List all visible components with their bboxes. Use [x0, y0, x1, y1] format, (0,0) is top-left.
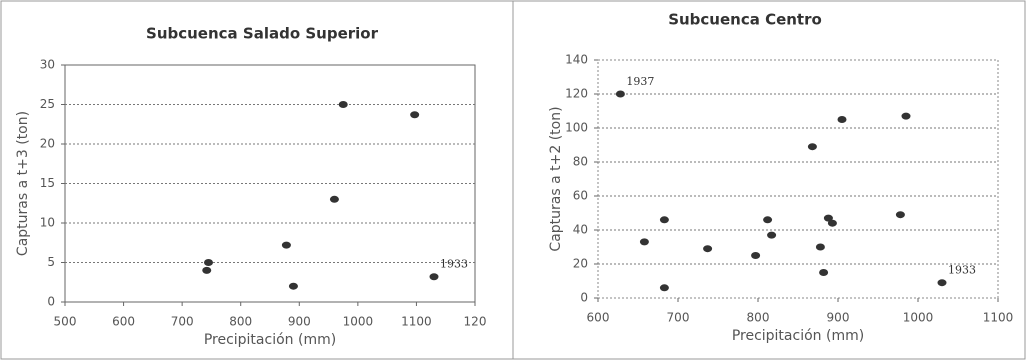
y-axis-label: Capturas a t+2 (ton)	[548, 106, 564, 251]
x-tick-label: 600	[112, 315, 135, 329]
point	[937, 279, 947, 287]
x-tick-label: 1100	[401, 315, 432, 329]
y-tick-label: 20	[573, 257, 588, 271]
point	[659, 216, 669, 224]
point	[329, 195, 339, 203]
chart-title: Subcuenca Centro	[668, 11, 822, 29]
point	[763, 216, 773, 224]
x-tick-label: 900	[827, 311, 850, 325]
y-tick-label: 60	[573, 189, 588, 203]
point	[281, 241, 291, 249]
x-tick-label: 800	[229, 315, 252, 329]
x-tick-label: 600	[587, 311, 610, 325]
point	[639, 238, 649, 246]
x-tick-label: 120	[464, 315, 487, 329]
chart-title: Subcuenca Salado Superior	[146, 25, 379, 43]
point	[410, 111, 420, 119]
point	[767, 231, 777, 239]
point	[659, 284, 669, 292]
point	[288, 282, 298, 290]
point	[895, 211, 905, 219]
point	[807, 143, 817, 151]
x-tick-label: 800	[747, 311, 770, 325]
point	[815, 243, 825, 251]
annotation: 1933	[440, 258, 468, 271]
point	[901, 112, 911, 120]
point	[837, 116, 847, 123]
x-tick-label: 1100	[983, 311, 1014, 325]
point	[827, 219, 837, 227]
point	[204, 259, 213, 266]
y-tick-label: 100	[565, 121, 588, 135]
y-tick-label: 30	[40, 58, 55, 72]
x-tick-label: 1000	[903, 311, 934, 325]
point	[823, 214, 833, 222]
x-tick-label: 900	[288, 315, 311, 329]
x-tick-label: 700	[667, 311, 690, 325]
point	[751, 252, 761, 259]
y-tick-label: 140	[565, 53, 588, 67]
point	[703, 245, 713, 253]
y-tick-label: 40	[573, 223, 588, 237]
y-tick-label: 10	[40, 216, 55, 230]
point	[615, 90, 625, 98]
y-tick-label: 0	[580, 291, 588, 305]
x-tick-label: 500	[54, 315, 77, 329]
y-tick-label: 0	[47, 295, 55, 309]
plot-area	[597, 59, 999, 299]
y-tick-label: 5	[47, 255, 55, 269]
y-tick-label: 20	[40, 137, 55, 151]
point	[338, 101, 348, 108]
y-tick-label: 120	[565, 87, 588, 101]
annotation: 1933	[948, 264, 976, 277]
x-tick-label: 700	[171, 315, 194, 329]
y-tick-label: 25	[40, 97, 55, 111]
y-tick-label: 15	[40, 176, 55, 190]
point	[429, 273, 439, 281]
y-tick-label: 80	[573, 155, 588, 169]
x-tick-label: 1000	[343, 315, 374, 329]
point	[819, 269, 829, 276]
annotation: 1937	[626, 75, 654, 88]
x-axis-label: Precipitación (mm)	[204, 332, 336, 348]
point	[202, 266, 212, 274]
y-axis-label: Capturas a t+3 (ton)	[15, 111, 31, 256]
x-axis-label: Precipitación (mm)	[732, 328, 864, 344]
